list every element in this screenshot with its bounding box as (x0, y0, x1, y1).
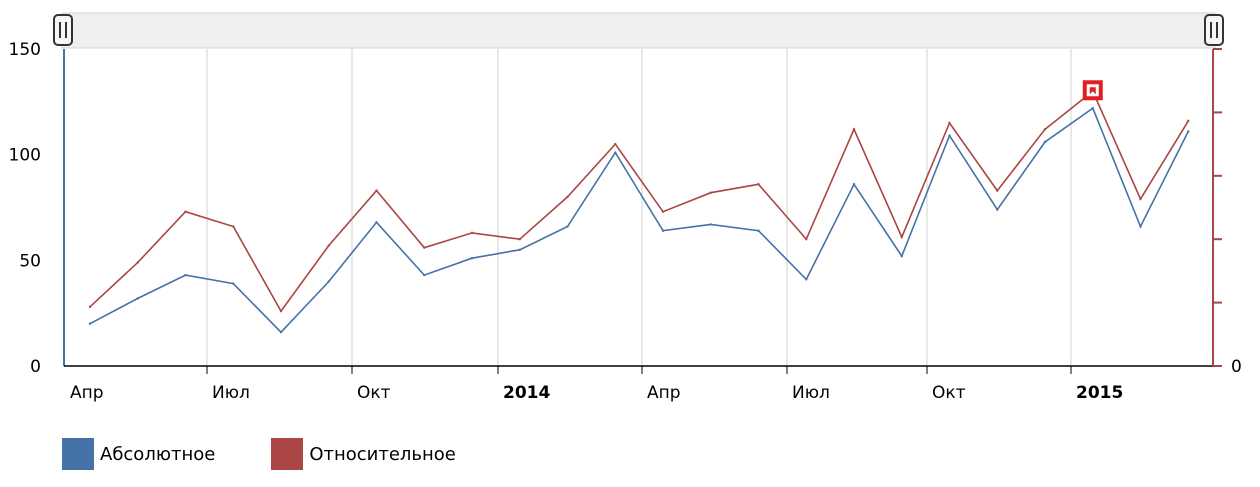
data-point (232, 282, 235, 285)
data-point (757, 183, 760, 186)
data-point (661, 229, 665, 232)
data-point (996, 208, 999, 211)
x-tick-label: Апр (647, 383, 681, 403)
legend-item-relative[interactable]: Относительное (271, 438, 456, 470)
series-line-0 (89, 106, 1190, 334)
data-point (423, 246, 426, 249)
series-line-1 (89, 90, 1189, 313)
data-point (1043, 128, 1047, 131)
legend-swatch-relative (271, 438, 304, 470)
legend-label-absolute: Абсолютное (100, 443, 216, 465)
data-point (709, 223, 712, 226)
data-point (88, 305, 92, 309)
data-point (1043, 140, 1047, 144)
data-point (852, 183, 856, 186)
data-point (614, 151, 617, 154)
data-point (1187, 130, 1190, 133)
data-point (88, 322, 92, 325)
y-tick-label-left: 150 (9, 40, 41, 60)
data-point (1139, 197, 1142, 201)
data-point (518, 248, 521, 251)
data-point (470, 231, 474, 235)
data-point (852, 128, 856, 131)
data-point (279, 330, 283, 334)
x-tick-label: 2014 (503, 383, 550, 403)
navigator-handle-right-grip-handle-icon[interactable] (1204, 14, 1224, 46)
data-point (948, 121, 951, 125)
data-point (805, 238, 808, 241)
flag-marker-glyph (1089, 87, 1096, 95)
data-point (136, 261, 139, 264)
y-tick-label-left: 50 (19, 251, 41, 271)
data-point (327, 244, 330, 247)
data-point (184, 273, 187, 277)
legend-swatch-absolute (62, 438, 94, 470)
data-point (661, 210, 665, 213)
data-point (279, 309, 283, 313)
data-point (566, 225, 569, 228)
data-point (375, 221, 378, 224)
legend-label-relative: Относительное (309, 443, 456, 465)
data-point (470, 257, 474, 260)
y-tick-label-right: 0 (1231, 357, 1242, 377)
data-point (900, 235, 903, 239)
navigator-handle-left-grip-handle-icon[interactable] (53, 14, 73, 46)
chart-plot: Апр Июл Окт 2014 Апр Июл Окт 2015 0 50 100 150 0 (9, 12, 1242, 403)
data-point (518, 238, 521, 241)
data-point (375, 189, 378, 192)
legend: Абсолютное Относительное (62, 438, 512, 470)
data-point (757, 229, 760, 232)
x-tick-label: Окт (357, 383, 391, 403)
data-point (1139, 225, 1142, 228)
data-point (327, 280, 330, 283)
x-tick-label: Окт (932, 383, 966, 403)
data-point (566, 195, 569, 199)
data-point (1091, 106, 1094, 110)
data-point (136, 297, 139, 300)
data-point (1187, 119, 1190, 123)
data-point (996, 189, 999, 192)
data-point (614, 142, 617, 146)
x-tick-label: Июл (212, 383, 250, 403)
data-point (184, 210, 187, 213)
x-tick-label: Июл (792, 383, 830, 403)
y-tick-label-left: 0 (30, 357, 41, 377)
legend-item-absolute[interactable]: Абсолютное (62, 438, 215, 470)
data-point (709, 191, 712, 194)
data-point (423, 273, 426, 277)
data-point (900, 254, 903, 258)
data-point (948, 134, 951, 137)
data-point (232, 225, 235, 228)
x-tick-label: 2015 (1076, 383, 1123, 403)
y-tick-label-left: 100 (9, 146, 41, 166)
x-tick-label: Апр (70, 383, 104, 403)
data-point (805, 278, 808, 281)
navigator-bar (61, 12, 1216, 49)
